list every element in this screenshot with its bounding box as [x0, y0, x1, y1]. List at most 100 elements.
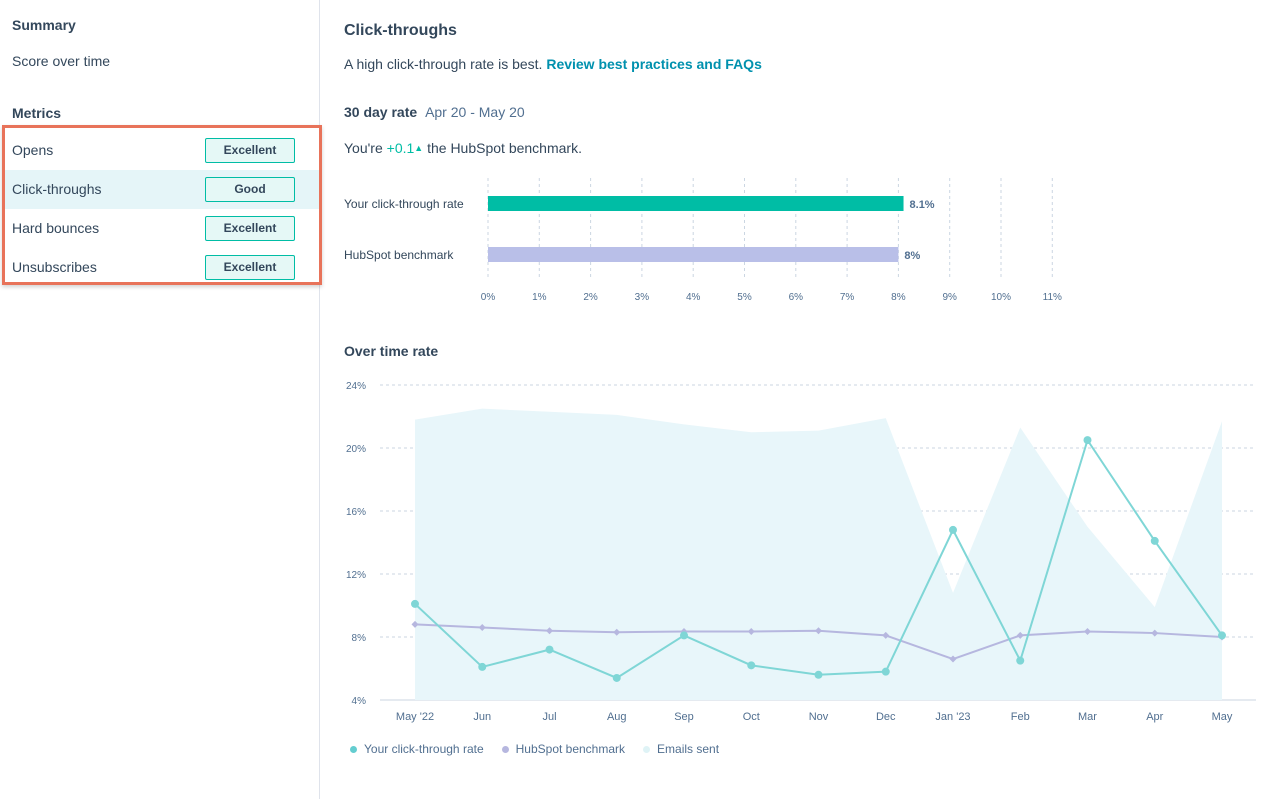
x-tick-label: 9% [942, 292, 957, 303]
metric-row-opens[interactable]: Opens Excellent [5, 131, 319, 170]
x-tick-label: 3% [635, 292, 650, 303]
metric-label: Click-throughs [12, 181, 102, 197]
x-tick-label: 0% [481, 292, 496, 303]
x-tick-label: Nov [809, 711, 829, 723]
benchmark-point [815, 627, 822, 635]
rating-badge: Excellent [205, 138, 295, 163]
click-through-point [1150, 536, 1159, 545]
x-tick-label: 7% [840, 292, 855, 303]
x-tick-label: Feb [1011, 711, 1030, 723]
x-tick-label: May [1212, 711, 1233, 723]
rating-badge: Excellent [205, 216, 295, 241]
click-through-point [478, 662, 487, 671]
legend-label: HubSpot benchmark [515, 742, 626, 756]
x-tick-label: 11% [1043, 292, 1062, 303]
legend-item[interactable]: Your click-through rate [350, 740, 484, 758]
metric-label: Opens [12, 142, 54, 158]
click-through-point [411, 599, 419, 608]
y-tick-label: 8% [352, 633, 367, 644]
x-tick-label: Jul [542, 711, 556, 723]
x-tick-label: 10% [991, 292, 1011, 303]
description: A high click-through rate is best. Revie… [344, 56, 762, 72]
x-tick-label: Jun [473, 711, 491, 723]
click-through-point [949, 525, 957, 534]
benchmark-point [1151, 629, 1159, 637]
x-tick-label: Oct [743, 711, 760, 723]
legend-dot-icon [501, 745, 509, 753]
x-tick-label: May '22 [396, 711, 434, 723]
benchmark-point [949, 655, 957, 663]
rating-badge: Good [205, 177, 295, 202]
benchmark-point [882, 631, 890, 639]
x-tick-label: 6% [789, 292, 804, 303]
legend-label: Emails sent [657, 742, 720, 756]
bar [488, 196, 904, 211]
main-panel: Click-throughs A high click-through rate… [320, 0, 1280, 799]
metrics-heading: Metrics [12, 105, 62, 121]
bench-delta: +0.1 [386, 140, 415, 156]
y-tick-label: 4% [352, 696, 367, 707]
click-through-point [1218, 631, 1226, 640]
legend-item[interactable]: Emails sent [643, 740, 719, 758]
rate-header: 30 day rate Apr 20 - May 20 [344, 104, 525, 120]
rating-badge: Excellent [205, 255, 295, 280]
bar-category-label: Your click-through rate [344, 197, 464, 211]
x-tick-label: Aug [607, 711, 627, 723]
click-through-point [747, 661, 756, 670]
chart-legend: Your click-through rate HubSpot benchmar… [350, 740, 719, 758]
legend-item[interactable]: HubSpot benchmark [501, 740, 626, 758]
click-through-point [814, 670, 823, 679]
legend-label: Your click-through rate [364, 742, 484, 756]
date-range: Apr 20 - May 20 [425, 104, 525, 120]
best-practices-link[interactable]: Review best practices and FAQs [546, 56, 762, 72]
x-tick-label: 5% [737, 292, 752, 303]
benchmark-comparison: You're +0.1▲ the HubSpot benchmark. [344, 140, 582, 156]
bar-chart: Your click-through rate 8.1% HubSpot bench… [344, 178, 1062, 303]
bench-suffix: the HubSpot benchmark. [427, 140, 582, 156]
rate-label: 30 day rate [344, 104, 418, 120]
bar [488, 247, 899, 262]
click-through-point [545, 645, 554, 654]
metric-label: Hard bounces [12, 220, 100, 236]
x-tick-label: Sep [674, 711, 694, 723]
x-tick-label: 2% [583, 292, 598, 303]
metric-row-click-throughs[interactable]: Click-throughs Good [5, 170, 319, 209]
click-through-point [680, 631, 688, 640]
metric-row-unsubscribes[interactable]: Unsubscribes Excellent [5, 248, 319, 287]
x-tick-label: 8% [891, 292, 906, 303]
line-chart: 4% 8% 12% 16% 20% 24% May '22 Jun Jul Aug Sep Oct No… [346, 381, 1256, 723]
benchmark-point [478, 624, 486, 632]
x-tick-label: 4% [686, 292, 701, 303]
bar-category-label: HubSpot benchmark [344, 248, 454, 262]
x-tick-label: Jan '23 [935, 711, 970, 723]
x-tick-label: Mar [1078, 711, 1097, 723]
y-tick-label: 12% [346, 570, 366, 581]
legend-dot-icon [643, 745, 651, 753]
benchmark-point [411, 620, 419, 628]
benchmark-point [1016, 631, 1024, 639]
click-through-point [1016, 656, 1025, 665]
click-through-point [881, 667, 890, 676]
over-time-heading: Over time rate [344, 343, 439, 359]
legend-dot-icon [350, 745, 357, 753]
bench-prefix: You're [344, 140, 383, 156]
click-through-point [612, 673, 621, 682]
x-tick-label: Dec [876, 711, 896, 723]
y-tick-label: 24% [346, 381, 366, 392]
page-title: Click-throughs [344, 22, 457, 39]
benchmark-point [546, 627, 553, 635]
score-over-time-link[interactable]: Score over time [12, 53, 111, 69]
x-tick-label: 1% [532, 292, 547, 303]
y-tick-label: 16% [346, 507, 366, 518]
summary-heading: Summary [12, 17, 76, 33]
y-tick-label: 20% [346, 444, 366, 455]
caret-up-icon: ▲ [414, 143, 424, 153]
benchmark-point [613, 628, 621, 636]
bar-value-label: 8.1% [910, 199, 935, 211]
benchmark-point [1084, 627, 1091, 635]
area-series-emails-sent [415, 408, 1222, 700]
benchmark-point [747, 627, 755, 635]
bar-value-label: 8% [904, 250, 920, 262]
metric-row-hard-bounces[interactable]: Hard bounces Excellent [5, 209, 319, 248]
x-tick-label: Apr [1146, 711, 1163, 723]
